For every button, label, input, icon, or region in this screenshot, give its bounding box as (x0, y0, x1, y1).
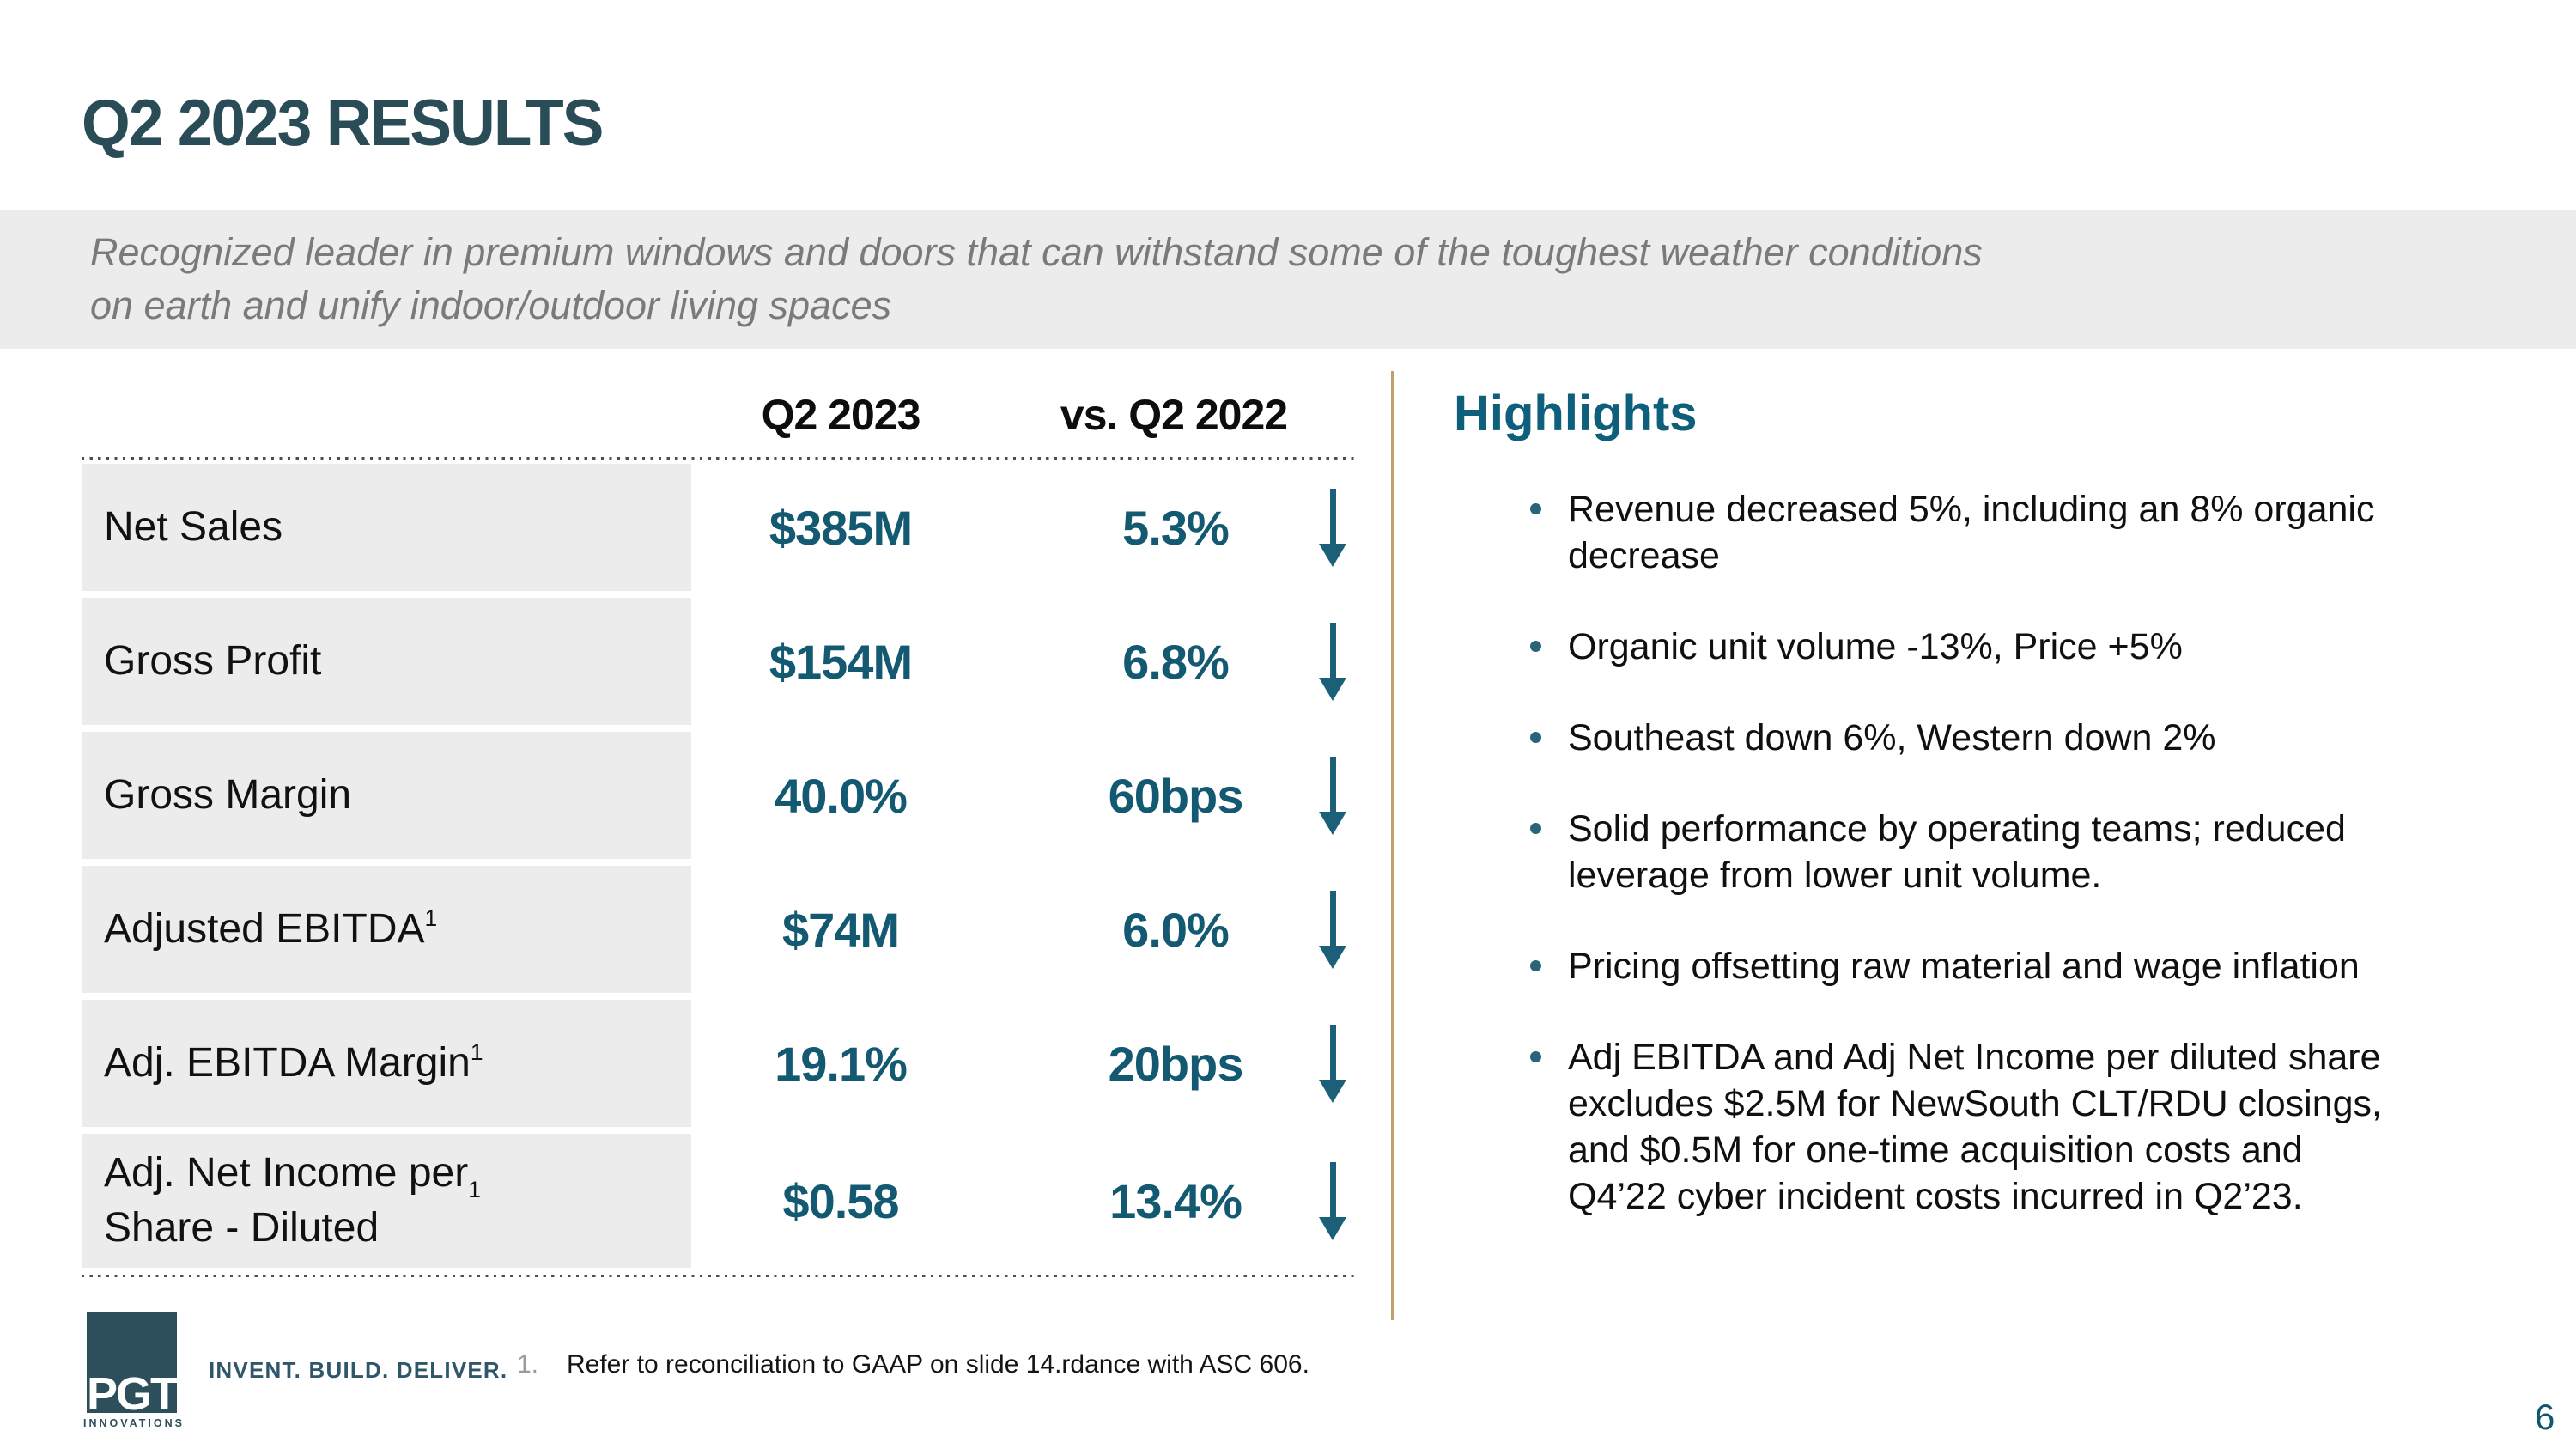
table-row: Gross Profit $154M 6.8% (82, 598, 1359, 725)
bullet-text: Southeast down 6%, Western down 2% (1568, 717, 2216, 758)
table-row: Adj. EBITDA Margin 1 19.1% 20bps (82, 1000, 1359, 1127)
vs-q2-2022-value-cell: 6.0% (990, 866, 1318, 993)
bullet-text: Organic unit volume -13%, Price +5% (1568, 626, 2183, 667)
list-item: Revenue decreased 5%, including an 8% or… (1520, 486, 2516, 579)
footnote-text: Refer to reconciliation to GAAP on slide… (567, 1350, 1309, 1379)
vs-q2-2022-value: 13.4% (1109, 1173, 1242, 1228)
table-header: Q2 2023 vs. Q2 2022 (82, 387, 1359, 455)
q2-2023-value-cell: 19.1% (691, 1000, 990, 1127)
footnote-number: 1. (517, 1350, 539, 1379)
bullet-icon (1520, 486, 1568, 579)
highlights-list: Revenue decreased 5%, including an 8% or… (1520, 486, 2516, 1264)
q2-2023-value: $385M (769, 500, 913, 555)
q2-2023-value: $0.58 (782, 1173, 899, 1228)
row-label: Gross Profit (104, 638, 322, 684)
pgt-logo-text: PGT (87, 1368, 179, 1420)
table-row: Gross Margin 40.0% 60bps (82, 732, 1359, 859)
row-label-cell: Adj. Net Income per Share - Diluted 1 (82, 1134, 691, 1268)
q2-2023-value: 19.1% (775, 1036, 908, 1091)
vs-q2-2022-value: 60bps (1108, 768, 1244, 823)
table-rows: Net Sales $385M 5.3% Gross Profit $154M … (82, 464, 1359, 1268)
q2-2023-value: 40.0% (775, 768, 908, 823)
bullet-icon (1520, 806, 1568, 898)
down-arrow-icon (1319, 1161, 1346, 1240)
trend-cell (1318, 464, 1359, 591)
list-item: Organic unit volume -13%, Price +5% (1520, 624, 2516, 670)
footnote-superscript: 1 (424, 904, 438, 931)
vs-q2-2022-value-cell: 13.4% (990, 1134, 1318, 1268)
row-label-cell: Adj. EBITDA Margin 1 (82, 1000, 691, 1127)
down-arrow-icon (1319, 488, 1346, 567)
trend-cell (1318, 866, 1359, 993)
row-label: Net Sales (104, 504, 283, 550)
footnote-superscript: 1 (468, 1176, 481, 1202)
down-arrow-icon (1319, 890, 1346, 969)
vs-q2-2022-value-cell: 6.8% (990, 598, 1318, 725)
subtitle-text: Recognized leader in premium windows and… (90, 230, 1983, 327)
company-tagline: INVENT. BUILD. DELIVER. (209, 1357, 508, 1383)
vs-q2-2022-value: 20bps (1108, 1036, 1244, 1091)
q2-2023-value-cell: $74M (691, 866, 990, 993)
row-label-cell: Gross Profit (82, 598, 691, 725)
page-title: Q2 2023 RESULTS (82, 87, 604, 160)
list-item: Southeast down 6%, Western down 2% (1520, 715, 2516, 761)
vs-q2-2022-value: 6.8% (1122, 634, 1230, 689)
footnote-superscript: 1 (470, 1038, 483, 1065)
vs-q2-2022-value: 6.0% (1122, 902, 1230, 957)
list-item: Solid performance by operating teams; re… (1520, 806, 2516, 898)
bullet-text: Pricing offsetting raw material and wage… (1568, 946, 2360, 987)
q2-2023-value-cell: $0.58 (691, 1134, 990, 1268)
bullet-icon (1520, 1034, 1568, 1220)
subtitle-band: Recognized leader in premium windows and… (0, 210, 2576, 349)
trend-cell (1318, 598, 1359, 725)
q2-2023-value-cell: $154M (691, 598, 990, 725)
dotted-divider-top (82, 457, 1359, 460)
pgt-logo-square (87, 1312, 177, 1413)
bullet-icon (1520, 943, 1568, 989)
q2-2023-value: $74M (781, 902, 900, 957)
table-row: Adjusted EBITDA 1 $74M 6.0% (82, 866, 1359, 993)
column-header-q2-2023: Q2 2023 (761, 391, 921, 439)
vs-q2-2022-value-cell: 60bps (990, 732, 1318, 859)
row-label-cell: Adjusted EBITDA 1 (82, 866, 691, 993)
q2-2023-value-cell: 40.0% (691, 732, 990, 859)
bullet-icon (1520, 715, 1568, 761)
q2-2023-value: $154M (769, 634, 913, 689)
metrics-table: Q2 2023 vs. Q2 2022 Net Sales $385M 5.3%… (82, 387, 1359, 1277)
highlights-heading: Highlights (1454, 386, 1698, 441)
trend-cell (1318, 1134, 1359, 1268)
column-header-vs-q2-2022: vs. Q2 2022 (1060, 391, 1288, 439)
vs-q2-2022-value-cell: 5.3% (990, 464, 1318, 591)
list-item: Adj EBITDA and Adj Net Income per dilute… (1520, 1034, 2516, 1220)
trend-cell (1318, 732, 1359, 859)
row-label-cell: Gross Margin (82, 732, 691, 859)
vertical-divider (1391, 371, 1394, 1320)
down-arrow-icon (1319, 1024, 1346, 1103)
q2-2023-value-cell: $385M (691, 464, 990, 591)
table-row: Adj. Net Income per Share - Diluted 1 $0.… (82, 1134, 1359, 1268)
dotted-divider-bottom (82, 1275, 1359, 1277)
table-row: Net Sales $385M 5.3% (82, 464, 1359, 591)
bullet-text: Solid performance by operating teams; re… (1568, 808, 2346, 896)
bullet-text: Adj EBITDA and Adj Net Income per dilute… (1568, 1037, 2382, 1217)
down-arrow-icon (1319, 756, 1346, 835)
vs-q2-2022-value-cell: 20bps (990, 1000, 1318, 1127)
trend-cell (1318, 1000, 1359, 1127)
pgt-logo-subtext: INNOVATIONS (83, 1417, 185, 1429)
row-label: Adj. Net Income per Share - Diluted (104, 1150, 469, 1251)
bullet-text: Revenue decreased 5%, including an 8% or… (1568, 489, 2375, 576)
vs-q2-2022-value: 5.3% (1122, 500, 1230, 555)
row-label-cell: Net Sales (82, 464, 691, 591)
row-label: Adjusted EBITDA (104, 906, 425, 952)
down-arrow-icon (1319, 622, 1346, 701)
page-number: 6 (2535, 1397, 2555, 1437)
row-label: Gross Margin (104, 772, 352, 818)
row-label: Adj. EBITDA Margin (104, 1040, 471, 1086)
list-item: Pricing offsetting raw material and wage… (1520, 943, 2516, 989)
bullet-icon (1520, 624, 1568, 670)
